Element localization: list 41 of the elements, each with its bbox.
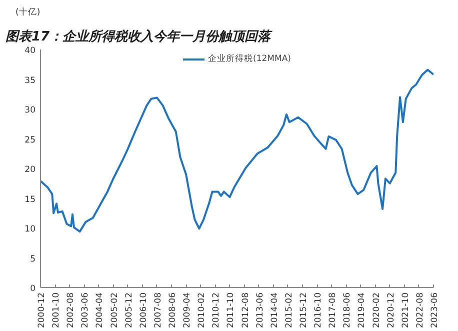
x-tick-label: 2005-12 xyxy=(124,292,134,328)
y-tick-label: 20 xyxy=(24,165,36,175)
x-tick-label: 2006-10 xyxy=(138,292,149,328)
x-tick-label: 2019-04 xyxy=(357,292,368,328)
x-tick-label: 2017-08 xyxy=(328,292,338,328)
x-tick-label: 2013-06 xyxy=(255,292,266,328)
x-tick-label: 2022-08 xyxy=(415,292,426,328)
x-tick-label: 2020-12 xyxy=(386,292,396,328)
y-axis-title: (十亿) xyxy=(16,6,40,18)
y-tick-label: 40 xyxy=(24,46,36,56)
x-tick-label: 2014-04 xyxy=(270,292,280,328)
y-tick-label: 15 xyxy=(24,194,36,205)
y-tick-label: 0 xyxy=(30,284,36,294)
x-tick-label: 2023-06 xyxy=(430,292,440,328)
x-tick-label: 2003-06 xyxy=(80,292,91,328)
x-tick-label: 2011-10 xyxy=(226,292,236,328)
y-tick-label: 10 xyxy=(24,224,36,234)
x-tick-label: 2007-08 xyxy=(153,292,164,328)
x-tick-label: 2001-10 xyxy=(52,292,62,328)
x-tick-label: 2018-06 xyxy=(342,292,353,328)
x-tick-label: 2012-08 xyxy=(240,292,251,328)
y-tick-label: 35 xyxy=(24,76,36,86)
x-tick-label: 2004-04 xyxy=(95,292,106,328)
x-tick-label: 2005-02 xyxy=(110,292,120,328)
x-tick-label: 2021-10 xyxy=(400,292,411,328)
x-tick-label: 2015-02 xyxy=(284,292,294,328)
x-tick-label: 2010-02 xyxy=(197,292,208,328)
x-tick-label: 2015-12 xyxy=(299,292,309,328)
y-tick-label: 30 xyxy=(24,106,36,116)
legend-label: 企业所得税(12MMA) xyxy=(208,53,291,65)
x-tick-label: 2010-12 xyxy=(212,292,222,328)
x-tick-label: 2020-02 xyxy=(372,292,382,328)
x-tick-label: 2002-08 xyxy=(66,292,76,328)
line-series xyxy=(40,68,434,233)
chart-title: 图表17：企业所得税收入今年一月份触顶回落 xyxy=(6,28,273,44)
x-tick-label: 2009-04 xyxy=(182,292,193,328)
y-tick-label: 25 xyxy=(24,135,36,146)
x-tick-label: 2008-06 xyxy=(168,292,178,328)
y-tick-label: 5 xyxy=(30,254,36,264)
x-tick-label: 2016-10 xyxy=(314,292,324,328)
x-tick-label: 2000-12 xyxy=(37,292,47,328)
